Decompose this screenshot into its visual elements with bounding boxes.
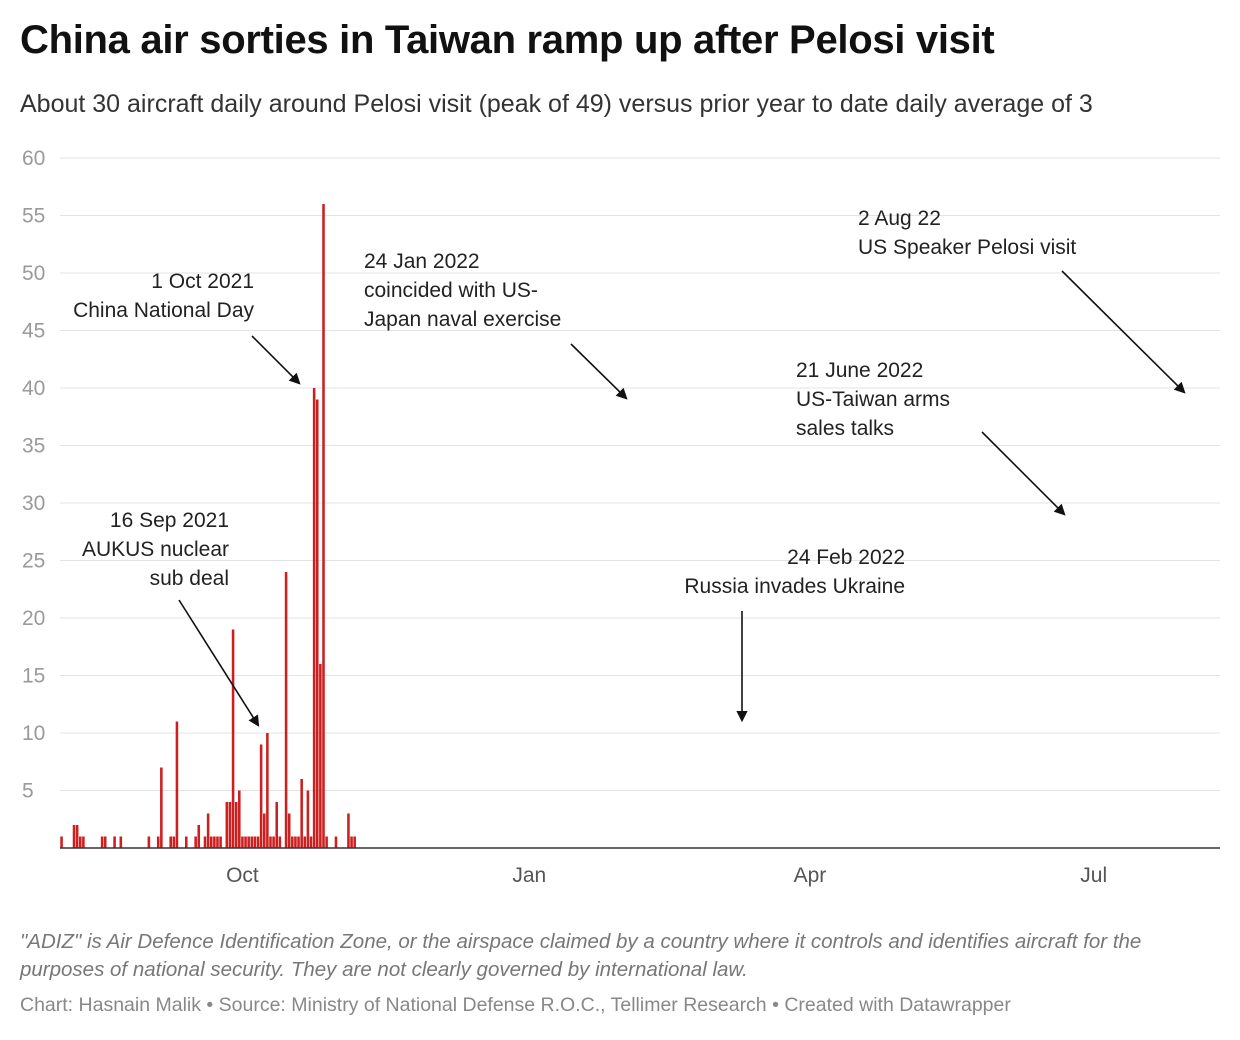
bar <box>262 813 266 848</box>
bar <box>169 836 172 848</box>
x-axis-labels: Oct Jan Apr Jul <box>226 864 1107 887</box>
bar <box>300 779 303 848</box>
bar <box>60 836 63 848</box>
annotation-arrow <box>178 599 260 727</box>
y-tick-label: 5 <box>22 780 34 803</box>
bar <box>175 721 179 848</box>
bar <box>219 836 222 848</box>
y-axis-labels: 5 10 15 20 25 30 35 40 45 50 55 60 <box>22 147 45 803</box>
bar <box>228 802 232 848</box>
bar <box>103 836 107 848</box>
chart-footer: Chart: Hasnain Malik • Source: Ministry … <box>20 994 1011 1016</box>
bar <box>216 836 219 848</box>
bar <box>100 836 104 848</box>
bar-chart: 5 10 15 20 25 30 35 40 45 50 55 60 Oct Jan Apr Jul 1 O… <box>22 147 1220 887</box>
bar <box>319 664 322 848</box>
y-tick-label: 35 <box>22 435 45 458</box>
bar <box>303 836 307 848</box>
bar <box>312 388 316 848</box>
y-tick-label: 55 <box>22 205 45 228</box>
x-tick-label: Apr <box>794 864 827 887</box>
annotation-text: 16 Sep 2021 AUKUS nuclear sub deal <box>82 509 229 590</box>
annotation-text: 21 June 2022 US-Taiwan arms sales talks <box>796 359 950 440</box>
bar <box>275 802 278 848</box>
bar <box>234 802 238 848</box>
bar <box>231 629 235 848</box>
bar <box>306 790 310 848</box>
bar <box>269 836 272 848</box>
bar <box>185 836 188 848</box>
bar <box>278 836 282 848</box>
annotation-text: 24 Jan 2022 coincided with US-Japan naval… <box>364 250 561 331</box>
bar <box>194 836 197 848</box>
x-tick-label: Jul <box>1080 864 1107 887</box>
bar <box>156 836 160 848</box>
bar <box>238 790 241 848</box>
bar <box>75 825 79 848</box>
bar <box>225 802 229 848</box>
y-tick-label: 10 <box>22 722 45 745</box>
bar <box>244 836 247 848</box>
bar <box>287 813 291 848</box>
bar <box>247 836 250 848</box>
bar <box>160 767 163 848</box>
annotation-arrow <box>981 431 1066 516</box>
bar <box>206 813 210 848</box>
bar <box>347 813 350 848</box>
bar <box>309 836 313 848</box>
y-tick-label: 25 <box>22 550 45 573</box>
y-tick-label: 60 <box>22 147 45 170</box>
bar <box>297 836 300 848</box>
bar <box>147 836 151 848</box>
annotations: 1 Oct 2021 China National Day 16 Sep 2021 A… <box>73 207 1186 727</box>
chart-subtitle: About 30 aircraft daily around Pelosi vi… <box>20 90 1093 118</box>
bar <box>294 836 297 848</box>
bar <box>250 836 254 848</box>
y-tick-label: 20 <box>22 607 45 630</box>
y-tick-label: 45 <box>22 320 45 343</box>
bar <box>72 825 76 848</box>
bar <box>213 836 216 848</box>
bars <box>60 204 356 848</box>
bar <box>315 399 319 848</box>
gridlines <box>60 157 1220 791</box>
bar <box>209 836 213 848</box>
bar <box>241 836 244 848</box>
bar <box>325 836 328 848</box>
chart-title: China air sorties in Taiwan ramp up afte… <box>20 18 995 62</box>
bar <box>272 836 275 848</box>
y-tick-label: 30 <box>22 492 45 515</box>
bar <box>350 836 353 848</box>
bar <box>259 744 263 848</box>
bar <box>334 836 338 848</box>
annotation-text: 2 Aug 22 US Speaker Pelosi visit <box>858 207 1076 259</box>
y-tick-label: 40 <box>22 377 45 400</box>
chart-notes: "ADIZ" is Air Defence Identification Zon… <box>20 930 1142 981</box>
x-tick-label: Oct <box>226 864 259 887</box>
bar <box>172 836 176 848</box>
bar <box>203 836 207 848</box>
x-tick-label: Jan <box>512 864 546 887</box>
bar <box>253 836 257 848</box>
annotation-arrow <box>1061 270 1186 394</box>
bar <box>197 825 201 848</box>
bar <box>82 836 85 848</box>
bar <box>322 204 325 848</box>
annotation-arrow <box>251 335 301 385</box>
bar <box>284 572 288 848</box>
annotation-arrow <box>570 343 628 400</box>
annotation-text: 24 Feb 2022 Russia invades Ukraine <box>684 546 905 598</box>
y-tick-label: 50 <box>22 262 45 285</box>
bar <box>353 836 356 848</box>
bar <box>256 836 260 848</box>
annotation-text: 1 Oct 2021 China National Day <box>73 270 254 322</box>
bar <box>266 733 269 848</box>
y-tick-label: 15 <box>22 665 45 688</box>
bar <box>78 836 82 848</box>
bar <box>113 836 116 848</box>
bar <box>291 836 294 848</box>
bar <box>119 836 123 848</box>
